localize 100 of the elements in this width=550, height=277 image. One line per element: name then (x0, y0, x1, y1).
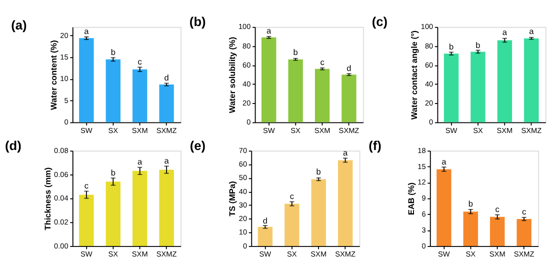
annotation: b (448, 42, 454, 52)
x-tick-label: SX (287, 250, 297, 259)
x-tick-label: SX (108, 126, 118, 135)
bar (132, 170, 148, 246)
y-tick-label: 9 (422, 194, 426, 203)
y-axis-title: Water contact angle (°) (410, 30, 420, 120)
bar (338, 160, 353, 246)
x-tick-label: SW (80, 250, 92, 259)
annotation: b (110, 48, 116, 57)
y-tick-label: 40 (424, 79, 434, 88)
annotation: c (290, 192, 294, 201)
y-axis-title: Water content (%) (49, 40, 58, 110)
annotation: c (522, 208, 526, 217)
y-tick-label: 100 (238, 22, 251, 32)
y-tick-label: 0.06 (54, 170, 68, 179)
y-tick-label: 0 (429, 118, 434, 127)
annotation: a (529, 27, 534, 36)
y-tick-label: 70 (238, 146, 248, 155)
annotation: b (110, 168, 116, 178)
y-tick-label: 10 (60, 74, 68, 84)
bar (516, 218, 532, 246)
x-tick-label: SW (445, 126, 458, 135)
chart-title: (b) (189, 14, 206, 29)
y-tick-label: 0 (64, 118, 68, 127)
chart-title: (d) (4, 138, 22, 153)
annotation: b (476, 41, 481, 50)
y-tick-label: 40 (242, 79, 251, 88)
y-tick-label: 0 (422, 241, 426, 250)
annotation: d (164, 74, 170, 82)
x-tick-label: SXM (132, 250, 148, 259)
annotation: b (468, 200, 474, 209)
y-axis-title: Thickness (mm) (43, 167, 52, 230)
annotation: a (164, 156, 170, 166)
y-axis-title: Water solubility (%) (228, 36, 237, 114)
y-tick-label: 12 (418, 178, 426, 187)
bar (470, 52, 486, 122)
y-tick-label: 0 (242, 241, 248, 250)
bar (436, 169, 452, 246)
y-tick-label: 60 (238, 160, 248, 169)
x-tick-label: SX (290, 126, 301, 135)
y-tick-label: 10 (238, 228, 248, 237)
bar (79, 194, 94, 246)
chart-title: (f) (368, 138, 382, 153)
bar (311, 179, 326, 246)
bar (463, 212, 478, 246)
y-tick-label: 5 (64, 96, 68, 105)
y-tick-label: 60 (242, 60, 251, 70)
y-tick-label: 0.04 (54, 194, 68, 203)
y-axis-title: TS (MPa) (228, 180, 238, 216)
annotation: a (442, 157, 447, 166)
y-tick-label: 15 (60, 52, 68, 62)
bar (79, 38, 94, 122)
annotation: a (84, 27, 90, 36)
y-tick-label: 80 (424, 41, 434, 50)
bar (106, 182, 120, 246)
x-tick-label: SX (108, 250, 118, 259)
annotation: a (138, 158, 143, 167)
y-tick-label: 3 (422, 225, 426, 234)
bar (342, 74, 356, 122)
bar (159, 170, 174, 246)
x-tick-label: SXMZ (521, 126, 542, 135)
y-tick-label: 20 (238, 214, 248, 224)
bar (159, 84, 174, 122)
bar (497, 40, 512, 122)
y-tick-label: 18 (418, 146, 426, 155)
x-tick-label: SXMZ (156, 250, 178, 259)
x-tick-label: SXM (132, 126, 148, 135)
x-tick-label: SXMZ (514, 250, 535, 259)
y-tick-label: 6 (422, 210, 426, 219)
x-tick-label: SW (80, 126, 92, 135)
y-tick-label: 15 (418, 162, 426, 171)
annotation: b (316, 167, 322, 176)
y-tick-label: 20 (424, 98, 434, 108)
annotation: c (138, 57, 142, 66)
y-tick-label: 30 (238, 200, 248, 210)
annotation: d (262, 216, 268, 226)
annotation: c (320, 58, 324, 68)
annotation: a (343, 148, 348, 158)
chart-title: (e) (190, 138, 206, 153)
annotation: b (293, 48, 298, 58)
x-tick-label: SW (262, 126, 275, 135)
y-tick-label: 50 (238, 173, 248, 182)
x-tick-label: SX (466, 250, 476, 259)
bar (314, 68, 330, 122)
bar (288, 59, 303, 122)
annotation: a (266, 26, 272, 36)
annotation: c (84, 181, 88, 190)
chart-title: (a) (11, 18, 27, 33)
bar (258, 226, 273, 246)
x-tick-label: SXMZ (335, 250, 356, 259)
x-tick-label: SXM (496, 126, 513, 135)
y-tick-label: 0.08 (54, 146, 68, 155)
bar (132, 69, 148, 122)
annotation: a (502, 28, 508, 38)
y-tick-label: 80 (242, 41, 251, 50)
x-tick-label: SW (259, 250, 272, 259)
x-tick-label: SX (473, 126, 483, 135)
annotation: c (495, 205, 500, 214)
x-tick-label: SXM (310, 250, 327, 259)
x-tick-label: SW (438, 250, 450, 259)
